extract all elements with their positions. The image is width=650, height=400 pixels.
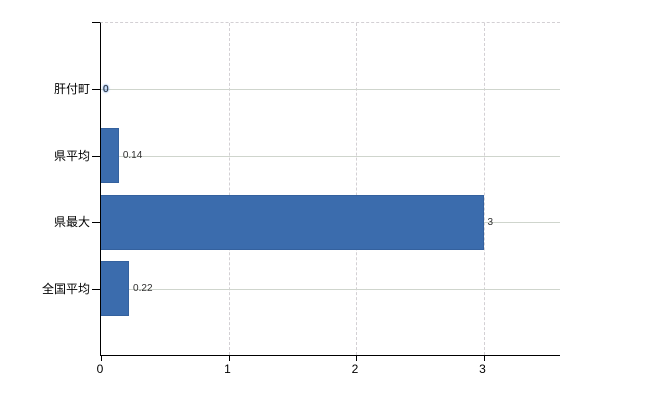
bar	[101, 261, 130, 317]
gridline-vertical	[483, 23, 485, 355]
x-tick-label: 0	[96, 362, 104, 376]
y-axis-tick	[92, 89, 100, 91]
gridline-horizontal	[101, 89, 560, 91]
x-axis-tick	[228, 355, 230, 361]
value-label: 0	[103, 83, 109, 95]
value-label: 0.22	[133, 283, 153, 295]
x-axis-tick	[356, 355, 357, 361]
gridline-vertical	[228, 23, 230, 355]
gridline-vertical	[356, 23, 357, 355]
category-label: 全国平均	[41, 281, 90, 296]
x-axis-tick	[483, 355, 485, 361]
bar	[101, 194, 484, 250]
y-axis-tick	[92, 288, 100, 290]
plot-area: 0 0.14 3 0.22	[92, 22, 560, 361]
value-label: 0.14	[122, 150, 143, 162]
y-axis-tick	[92, 155, 100, 157]
category-label: 肝付町	[53, 82, 90, 97]
bar	[101, 128, 119, 184]
category-label: 県最大	[53, 215, 90, 230]
gridline-horizontal	[101, 155, 560, 157]
y-axis-tick	[92, 222, 100, 224]
x-axis-tick	[101, 355, 102, 361]
x-tick-label: 2	[351, 362, 359, 376]
value-label: 3	[487, 216, 494, 228]
x-tick-label: 3	[479, 362, 486, 376]
gridline-horizontal	[101, 288, 560, 290]
x-tick-label: 1	[224, 362, 231, 376]
y-axis-tick	[92, 22, 100, 23]
category-label: 県平均	[53, 148, 90, 163]
